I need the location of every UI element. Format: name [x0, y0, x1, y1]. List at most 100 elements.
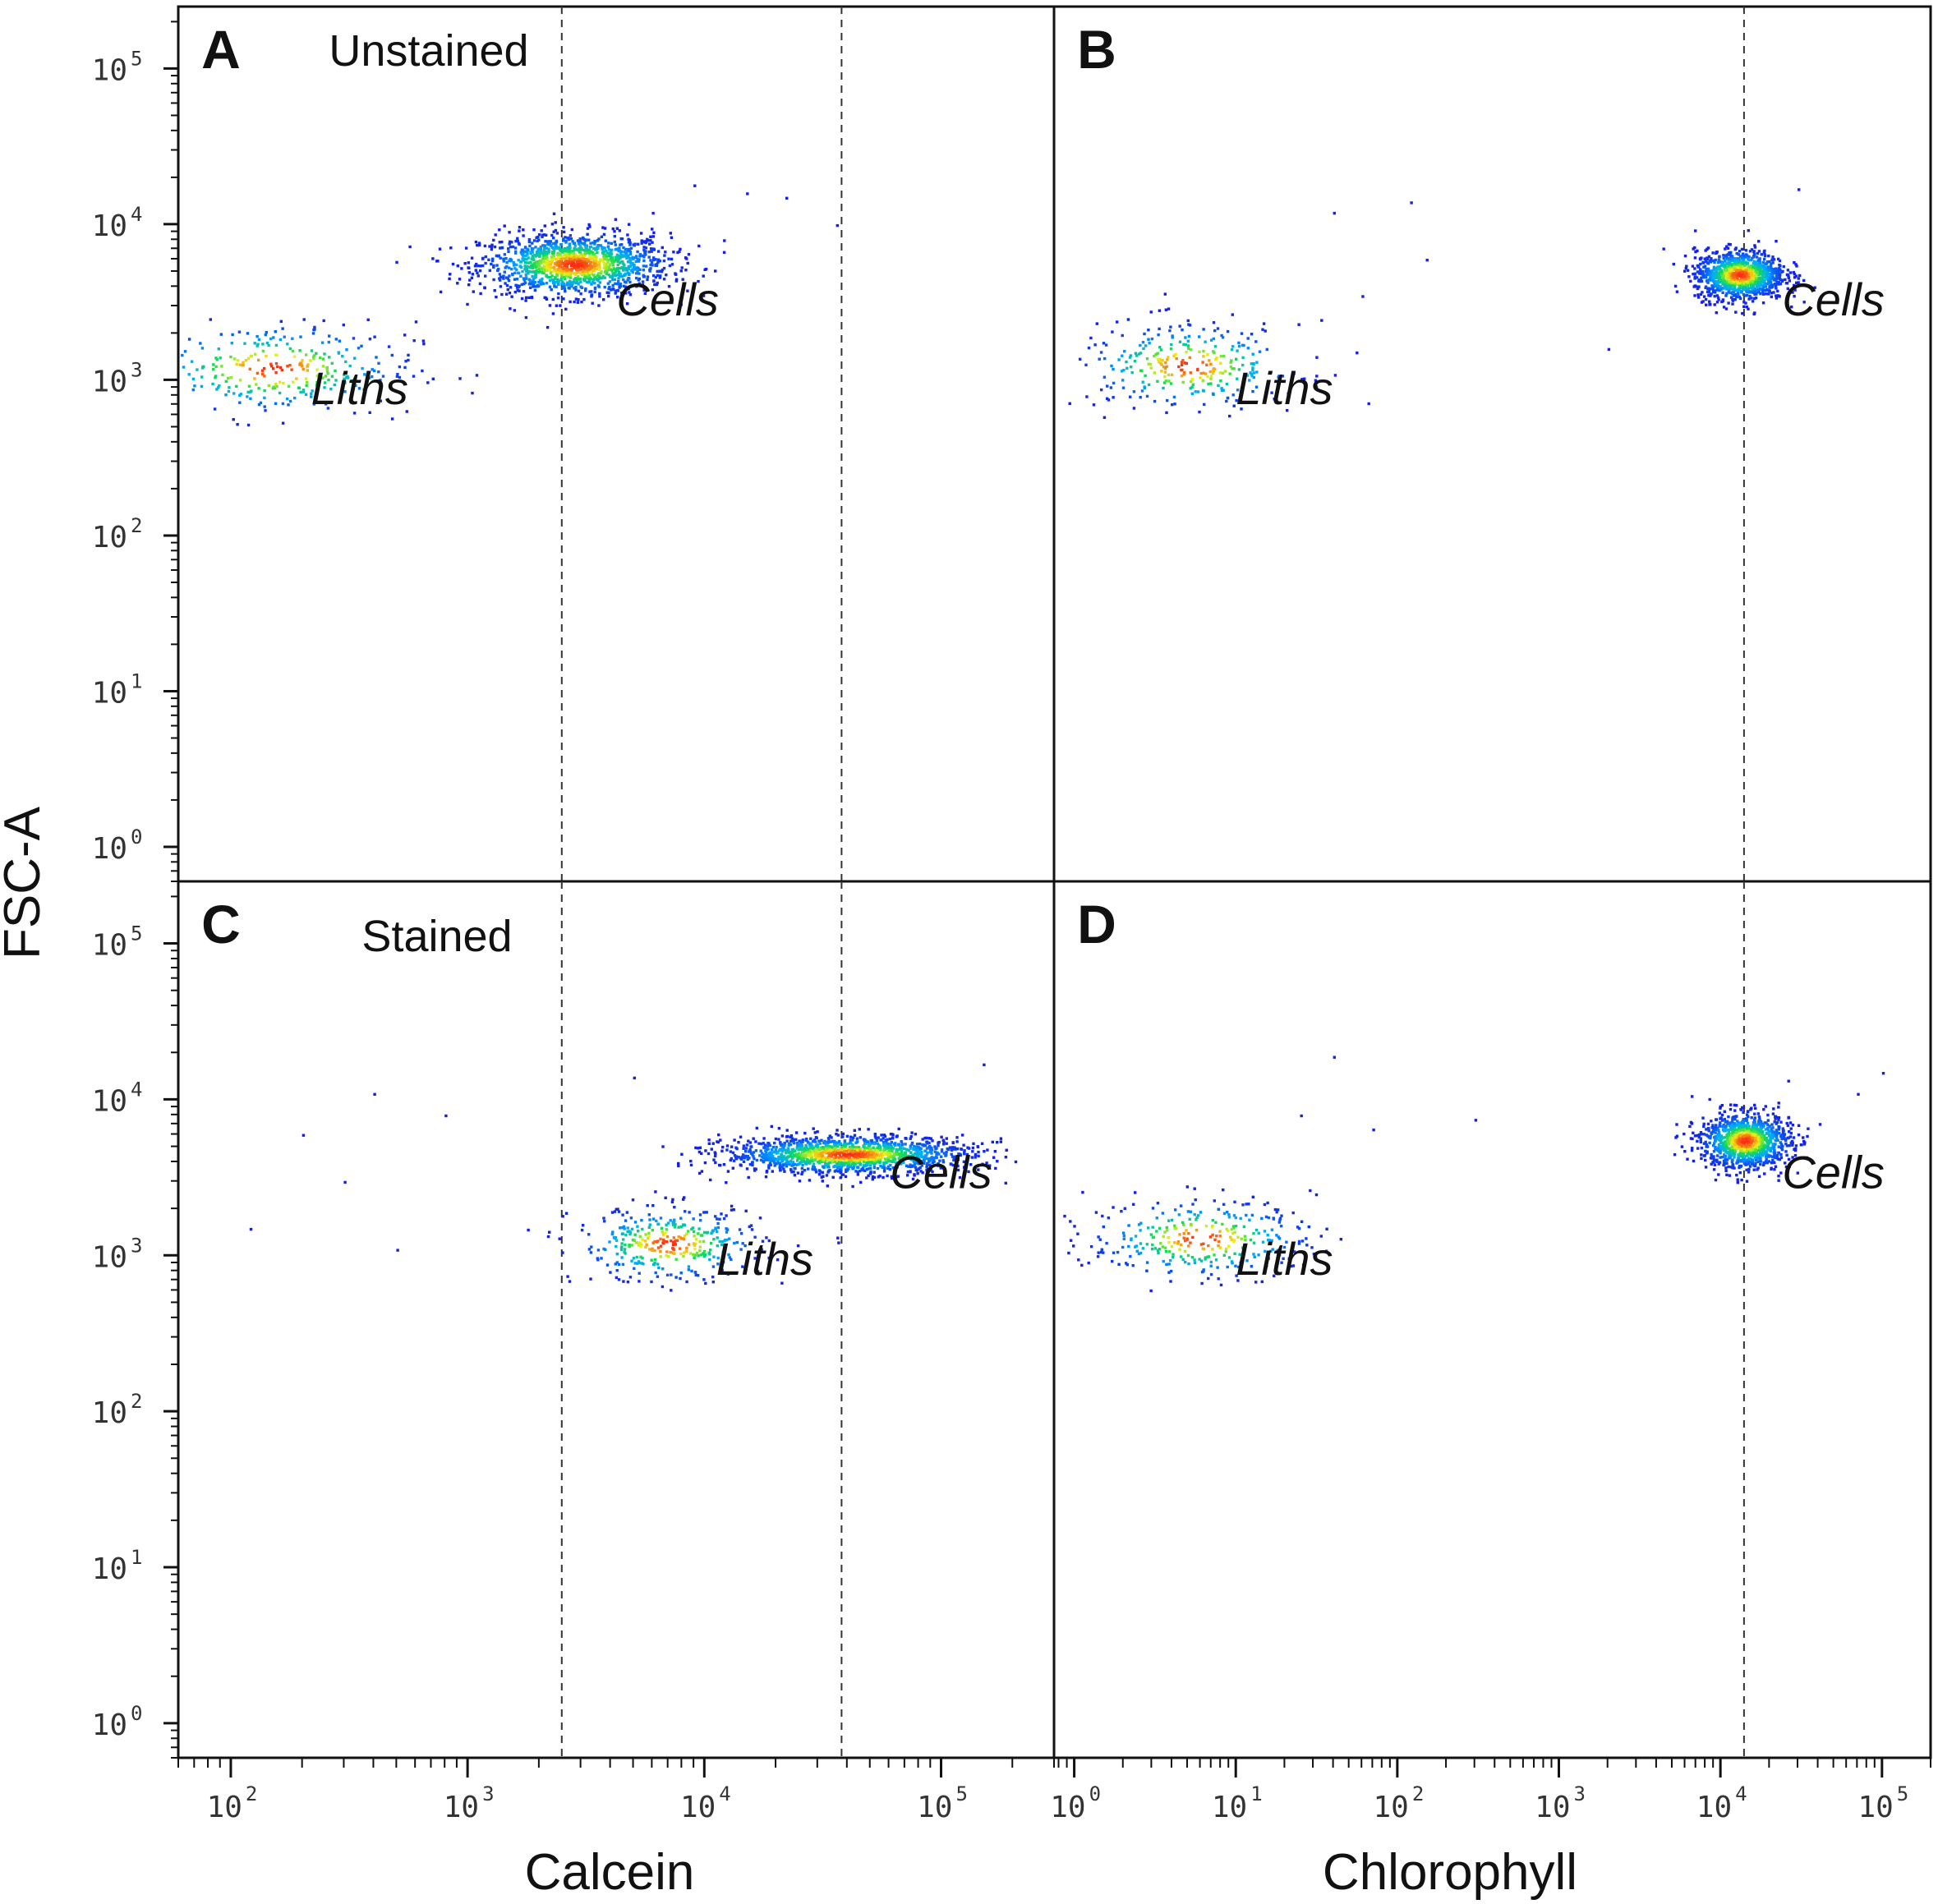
scatter-point — [636, 258, 639, 261]
scatter-point — [1710, 257, 1713, 260]
scatter-point — [1761, 274, 1765, 277]
y-tick-exponent: 4 — [131, 203, 142, 226]
scatter-point — [679, 303, 683, 306]
scatter-point — [583, 251, 587, 255]
scatter-point — [875, 1154, 878, 1157]
scatter-point — [762, 1153, 765, 1157]
scatter-point — [592, 274, 596, 277]
scatter-point — [723, 1239, 726, 1243]
scatter-point — [624, 1233, 628, 1237]
scatter-point — [871, 1142, 875, 1145]
scatter-point — [638, 268, 642, 272]
scatter-point — [1728, 279, 1731, 283]
scatter-point — [820, 1138, 823, 1142]
scatter-point — [610, 257, 613, 260]
scatter-point — [236, 423, 239, 426]
scatter-point — [787, 1143, 790, 1147]
scatter-point — [1149, 310, 1153, 314]
scatter-point — [895, 1147, 898, 1151]
scatter-point — [666, 1255, 670, 1258]
scatter-point — [882, 1152, 886, 1155]
scatter-point — [282, 381, 285, 385]
scatter-point — [540, 266, 543, 269]
scatter-point — [1141, 380, 1144, 384]
scatter-point — [1156, 352, 1159, 355]
scatter-point — [800, 1172, 803, 1175]
scatter-point — [1770, 262, 1773, 265]
scatter-point — [750, 1145, 753, 1148]
scatter-point — [589, 241, 592, 245]
scatter-point — [664, 251, 667, 254]
scatter-point — [1730, 263, 1734, 266]
scatter-point — [587, 267, 591, 271]
scatter-point — [746, 1155, 749, 1158]
scatter-point — [904, 1143, 907, 1146]
scatter-point — [578, 260, 582, 263]
scatter-point — [1184, 343, 1187, 347]
scatter-point — [216, 386, 220, 389]
scatter-point — [762, 1142, 765, 1145]
scatter-point — [1231, 313, 1234, 316]
scatter-point — [829, 1140, 832, 1143]
scatter-point — [928, 1157, 931, 1161]
scatter-point — [1747, 265, 1751, 269]
scatter-point — [836, 1152, 840, 1155]
scatter-point — [853, 1164, 856, 1167]
scatter-point — [1220, 387, 1223, 390]
scatter-point — [490, 245, 494, 248]
scatter-point — [777, 1138, 780, 1141]
scatter-point — [797, 1143, 801, 1146]
scatter-point — [328, 356, 331, 359]
scatter-point — [1258, 350, 1262, 353]
scatter-point — [811, 1139, 815, 1143]
scatter-point — [780, 1134, 785, 1138]
scatter-point — [643, 251, 647, 255]
scatter-point — [1727, 260, 1731, 264]
scatter-point — [872, 1152, 875, 1155]
scatter-point — [892, 1156, 896, 1159]
scatter-point — [525, 269, 528, 274]
scatter-point — [1753, 246, 1757, 249]
scatter-point — [549, 276, 552, 279]
scatter-point — [597, 237, 601, 241]
scatter-point — [580, 300, 583, 304]
scatter-point — [1425, 259, 1429, 262]
scatter-point — [654, 1190, 657, 1193]
scatter-point — [1753, 261, 1756, 264]
scatter-point — [900, 1149, 904, 1153]
scatter-point — [568, 268, 571, 271]
scatter-point — [1209, 377, 1213, 380]
scatter-point — [1729, 296, 1733, 299]
scatter-point — [231, 333, 234, 337]
scatter-point — [555, 232, 559, 235]
scatter-point — [1130, 366, 1133, 369]
scatter-point — [1755, 255, 1759, 259]
scatter-point — [1177, 365, 1181, 369]
scatter-point — [1147, 383, 1151, 387]
scatter-point — [901, 1161, 905, 1165]
scatter-point — [1715, 267, 1719, 271]
scatter-point — [685, 1280, 688, 1284]
scatter-point — [524, 277, 528, 280]
scatter-point — [578, 242, 581, 246]
scatter-point — [849, 1138, 852, 1142]
scatter-point — [1717, 259, 1720, 263]
scatter-point — [227, 376, 230, 380]
scatter-point — [538, 270, 542, 274]
scatter-point — [889, 1143, 892, 1146]
scatter-point — [763, 1143, 767, 1147]
scatter-point — [587, 248, 591, 251]
scatter-point — [753, 1167, 757, 1170]
scatter-point — [577, 248, 580, 251]
scatter-point — [796, 1171, 800, 1175]
scatter-point — [592, 262, 596, 265]
scatter-point — [531, 241, 534, 245]
scatter-point — [841, 1135, 845, 1138]
scatter-point — [593, 276, 596, 279]
scatter-point — [837, 1156, 840, 1159]
scatter-point — [694, 1238, 698, 1241]
scatter-point — [554, 228, 558, 232]
scatter-point — [872, 1142, 876, 1146]
scatter-point — [974, 1156, 977, 1159]
scatter-point — [531, 247, 534, 251]
